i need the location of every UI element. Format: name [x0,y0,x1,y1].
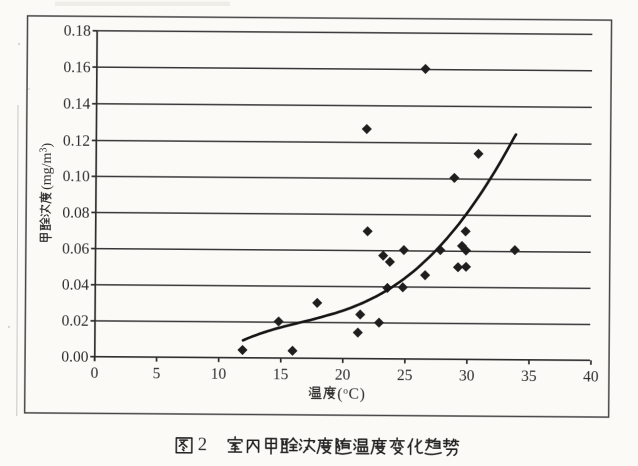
svg-text:0.08: 0.08 [62,204,89,221]
svg-text:(mg/m3): (mg/m3) [38,143,55,190]
svg-text:30: 30 [459,367,475,384]
svg-text:0.04: 0.04 [62,277,89,294]
svg-text:0.10: 0.10 [63,168,90,185]
svg-text:2: 2 [198,435,207,455]
svg-text:10: 10 [211,366,227,383]
svg-text:20: 20 [335,367,351,384]
svg-text:0.06: 0.06 [62,241,89,258]
svg-text:40: 40 [583,368,599,385]
svg-text:25: 25 [397,367,413,384]
svg-text:0.02: 0.02 [62,313,89,330]
svg-text:15: 15 [273,366,289,383]
svg-text:0.18: 0.18 [64,23,91,40]
svg-text:0.00: 0.00 [61,349,88,366]
svg-text:35: 35 [521,368,537,385]
svg-text:0: 0 [91,365,99,382]
svg-text:0.14: 0.14 [63,96,90,113]
svg-text:0.12: 0.12 [63,132,90,149]
svg-text:(oC): (oC) [337,386,365,403]
svg-text:0.16: 0.16 [63,59,90,76]
svg-text:5: 5 [153,365,161,382]
